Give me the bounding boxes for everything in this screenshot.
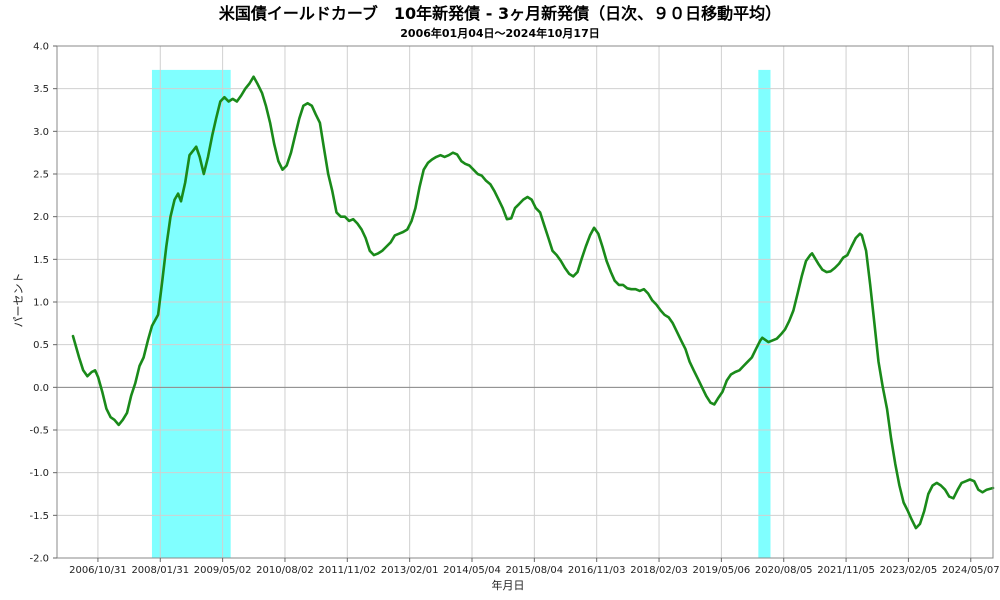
x-axis-label: 年月日 (492, 578, 525, 592)
x-tick-label-3: 2010/08/02 (256, 565, 314, 576)
x-tick-label-9: 2018/02/03 (630, 565, 688, 576)
y-tick-label-5: 1.5 (33, 255, 49, 266)
y-tick-label-4: 2.0 (33, 212, 49, 223)
y-tick-label-2: 3.0 (33, 127, 49, 138)
chart-subtitle: 2006年01月04日～2024年10月17日 (400, 26, 599, 40)
x-tick-label-5: 2013/02/01 (381, 565, 439, 576)
x-tick-label-6: 2014/05/04 (443, 565, 501, 576)
x-tick-label-1: 2008/01/31 (131, 565, 189, 576)
x-tick-label-13: 2023/02/05 (880, 565, 938, 576)
y-tick-label-9: -0.5 (29, 426, 49, 437)
y-tick-label-10: -1.0 (29, 468, 49, 479)
x-tick-label-14: 2024/05/07 (942, 565, 1000, 576)
x-tick-label-4: 2011/11/02 (318, 565, 376, 576)
y-tick-label-8: 0.0 (33, 383, 49, 394)
y-tick-label-1: 3.5 (33, 84, 49, 95)
y-tick-label-12: -2.0 (29, 554, 49, 565)
x-tick-label-11: 2020/08/05 (755, 565, 813, 576)
x-tick-label-2: 2009/05/02 (194, 565, 252, 576)
chart-title: 米国債イールドカーブ 10年新発債 - 3ヶ月新発債（日次、９０日移動平均） (219, 4, 781, 23)
recession-band-1 (151, 69, 231, 558)
x-tick-label-7: 2015/08/04 (506, 565, 564, 576)
x-tick-label-10: 2019/05/06 (693, 565, 751, 576)
y-tick-label-6: 1.0 (33, 298, 49, 309)
y-tick-label-0: 4.0 (33, 42, 49, 53)
recession-band-2 (758, 69, 771, 558)
x-tick-label-8: 2016/11/03 (568, 565, 626, 576)
y-axis-ticks: 4.0 3.5 3.0 2.5 2.0 1.5 1.0 0.5 0.0 -0.5 -1.0 -1.5 -… (29, 42, 57, 565)
y-tick-label-3: 2.5 (33, 170, 49, 181)
y-tick-label-11: -1.5 (29, 511, 49, 522)
series-line-1 (71, 75, 995, 530)
y-axis-label: パーセント (12, 273, 25, 328)
gridlines (57, 45, 993, 559)
series-group (71, 75, 995, 530)
x-axis-ticks: 2006/10/31 2008/01/31 2009/05/02 2010/08/02… (69, 558, 1000, 576)
x-tick-label-12: 2021/11/05 (817, 565, 875, 576)
y-tick-label-7: 0.5 (33, 340, 49, 351)
x-tick-label-0: 2006/10/31 (69, 565, 127, 576)
